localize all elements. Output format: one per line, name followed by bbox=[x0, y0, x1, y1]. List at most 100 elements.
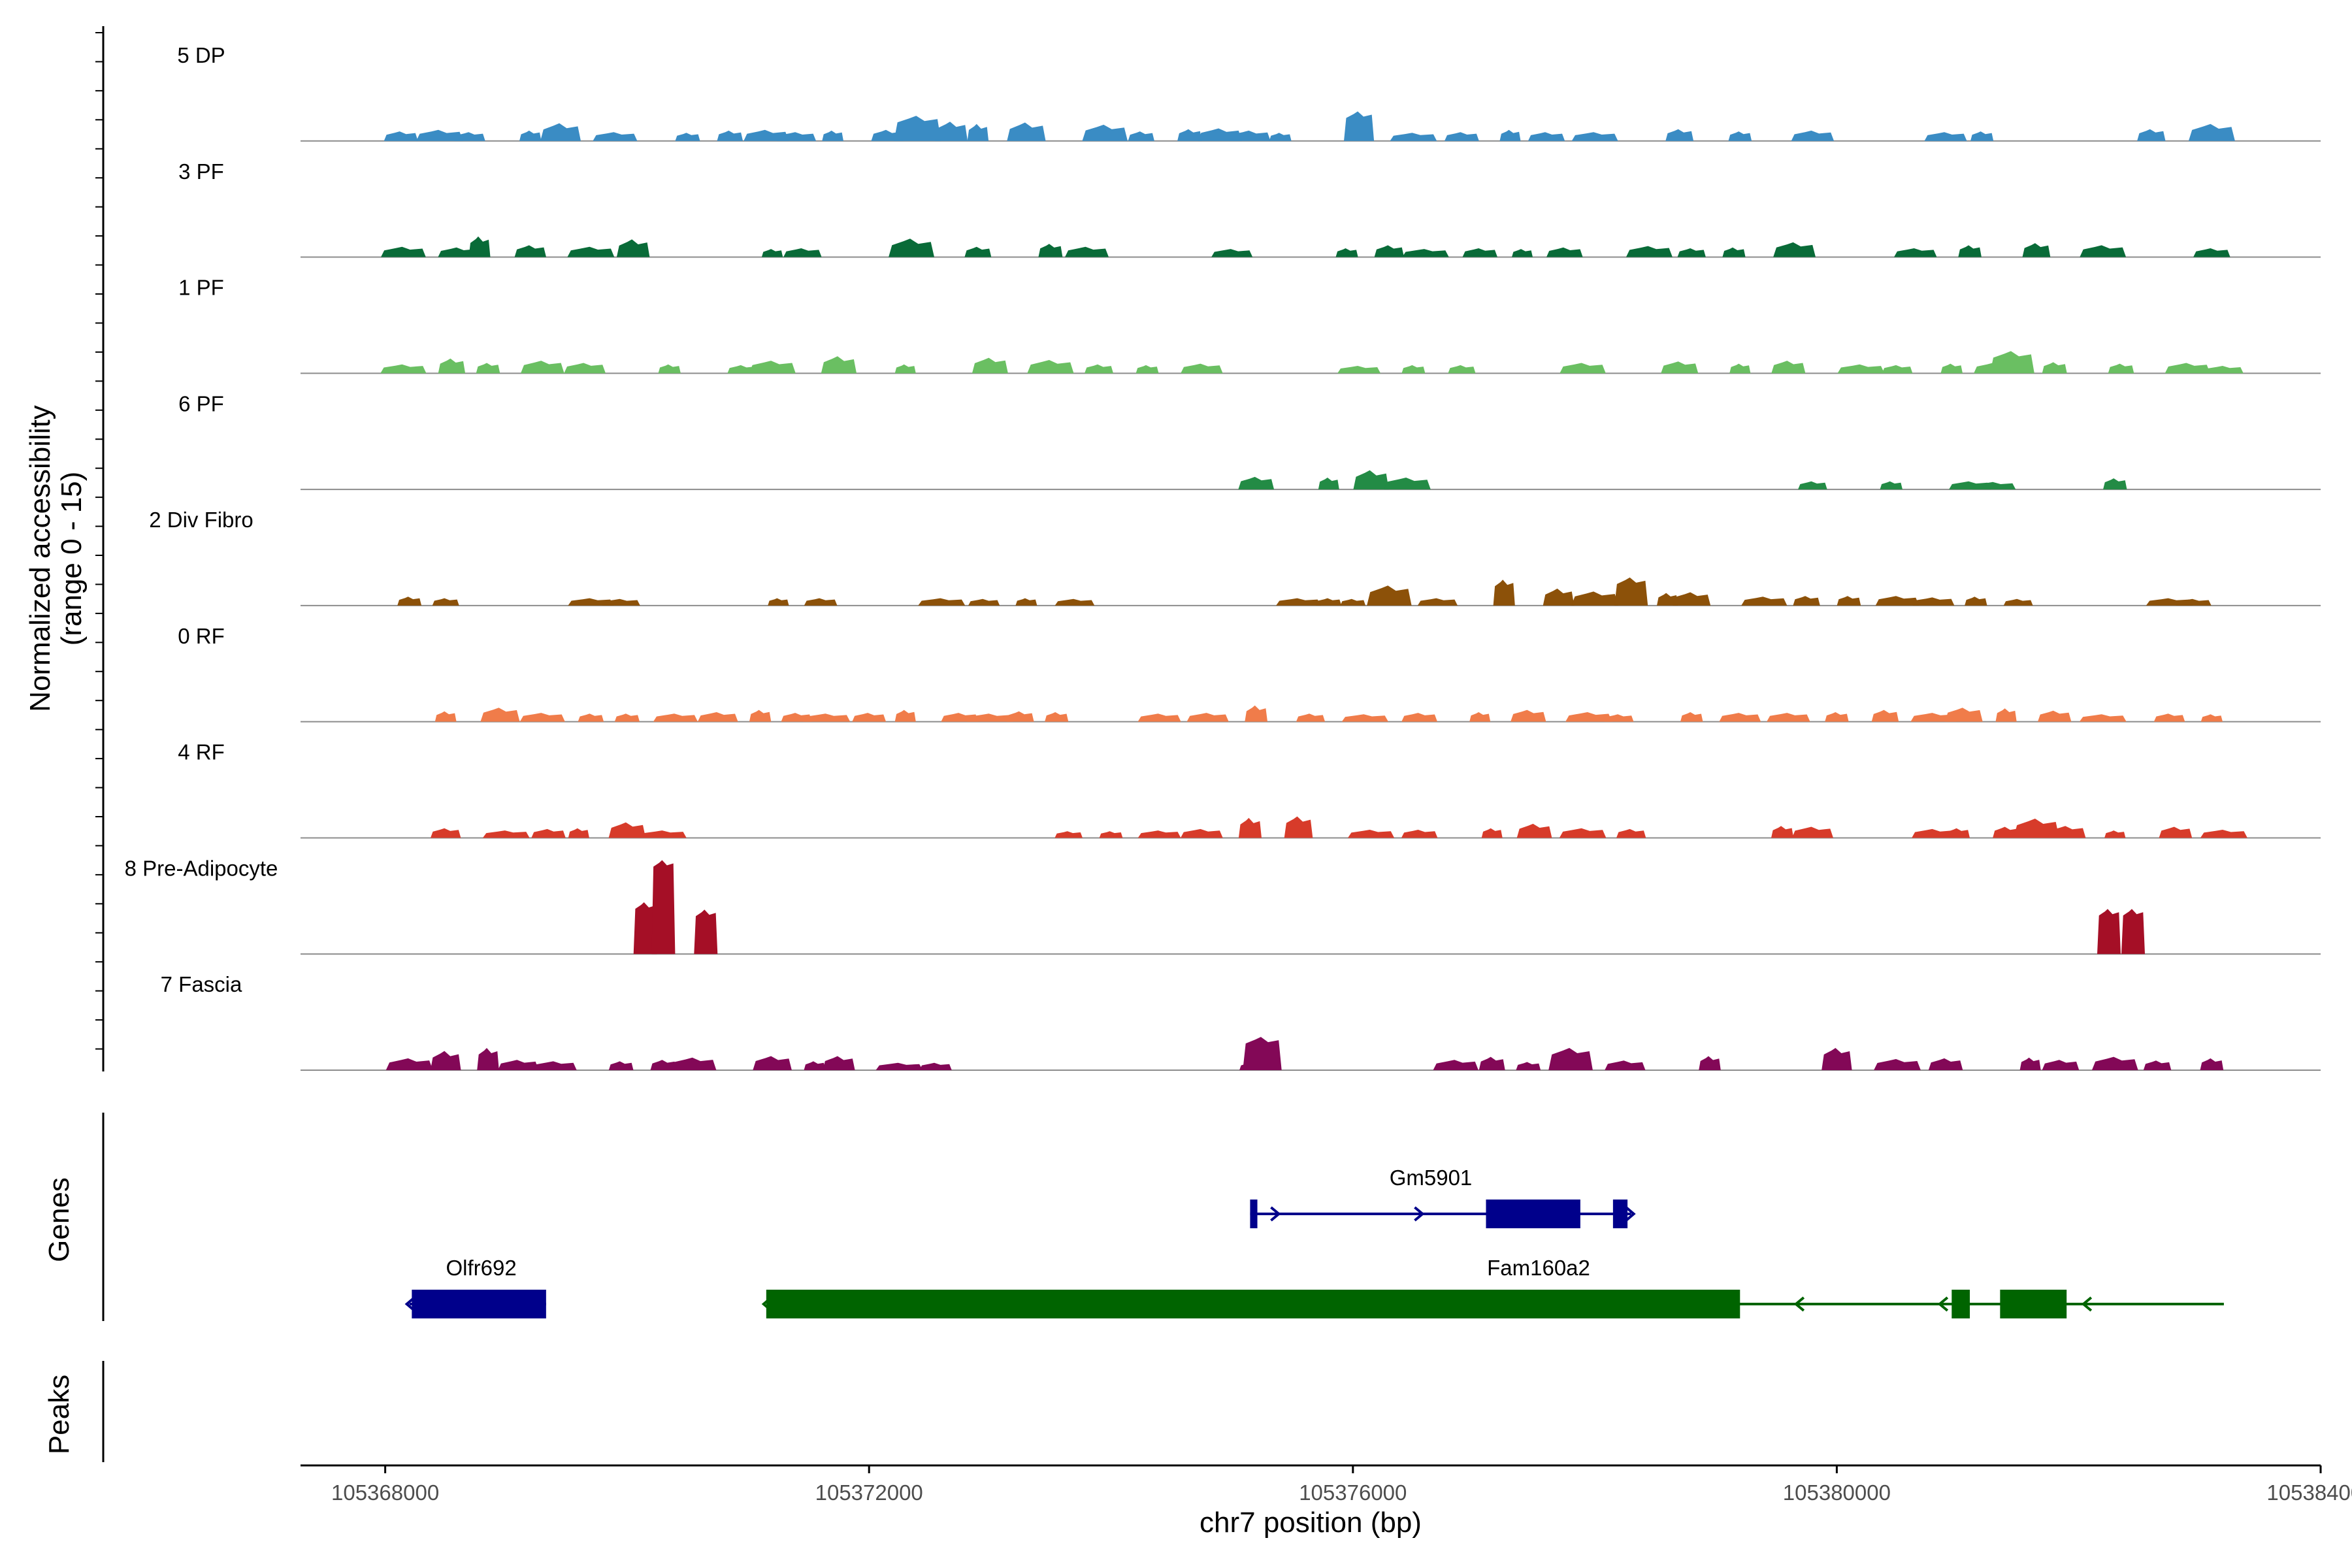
coverage-peak bbox=[2097, 909, 2121, 955]
coverage-peak bbox=[1433, 1060, 1478, 1070]
coverage-peak bbox=[1296, 713, 1326, 722]
coverage-peak bbox=[823, 1056, 855, 1070]
coverage-peak bbox=[1038, 244, 1063, 257]
coverage-peak bbox=[1512, 249, 1533, 257]
coverage-peak bbox=[968, 598, 1000, 606]
coverage-peak bbox=[1546, 247, 1583, 257]
coverage-peak bbox=[1054, 831, 1083, 838]
coverage-peak bbox=[1680, 712, 1703, 722]
coverage-peak bbox=[777, 132, 817, 141]
coverage-peak bbox=[1837, 364, 1885, 374]
gene-track: Gm5901 Olfr692 Fam160a2 bbox=[102, 1113, 2224, 1321]
gene-exon bbox=[2000, 1290, 2067, 1318]
coverage-peak bbox=[2022, 243, 2051, 257]
coverage-peak bbox=[568, 828, 589, 838]
coverage-peak bbox=[967, 123, 989, 141]
coverage-peak bbox=[1673, 592, 1711, 606]
coverage-peak bbox=[1181, 363, 1223, 374]
coverage-peak bbox=[804, 598, 838, 606]
coverage-peak bbox=[1340, 598, 1366, 606]
coverage-peak bbox=[2188, 123, 2235, 141]
coverage-peak bbox=[1367, 585, 1412, 606]
coverage-peak bbox=[918, 598, 966, 606]
coverage-peak bbox=[1665, 129, 1694, 141]
coverage-peak bbox=[1448, 365, 1476, 374]
coverage-peak bbox=[1965, 596, 1987, 606]
coverage-peak bbox=[1728, 131, 1752, 141]
coverage-peak bbox=[2204, 366, 2244, 374]
coverage-peak bbox=[1571, 591, 1619, 606]
y-axis-title: Normalized accessibility bbox=[24, 405, 56, 711]
coverage-peak bbox=[1469, 712, 1491, 722]
track-label: 8 Pre-Adipocyte bbox=[125, 856, 278, 880]
coverage-peak bbox=[1007, 122, 1046, 141]
coverage-peak bbox=[1238, 476, 1275, 490]
coverage-peak bbox=[1912, 828, 1955, 838]
coverage-peak bbox=[727, 365, 757, 374]
coverage-peak bbox=[1335, 248, 1358, 257]
coverage-peak bbox=[803, 713, 851, 722]
coverage-peak bbox=[1401, 830, 1438, 838]
track: 2 Div Fibro bbox=[149, 508, 2321, 606]
coverage-peak bbox=[1527, 132, 1565, 141]
coverage-peak bbox=[438, 247, 478, 257]
coverage-peak bbox=[1771, 826, 1794, 838]
coverage-tracks: 5 DP 3 PF 1 PF 6 PF 2 Div Fibro 0 RF 4 RF 8 Pre… bbox=[95, 26, 2321, 1071]
coverage-peak bbox=[2108, 363, 2134, 374]
coverage-peak bbox=[1198, 128, 1242, 141]
coverage-peak bbox=[1082, 124, 1128, 141]
genes-axis-title: Genes bbox=[43, 1177, 75, 1262]
track: 5 DP bbox=[177, 43, 2321, 142]
y-axis-range: (range 0 - 15) bbox=[56, 472, 88, 646]
coverage-peak bbox=[1699, 1056, 1721, 1070]
coverage-peak bbox=[498, 1060, 539, 1070]
coverage-peak bbox=[2193, 248, 2230, 257]
coverage-peak bbox=[1767, 713, 1810, 722]
coverage-peak bbox=[2013, 819, 2059, 838]
coverage-peak bbox=[1880, 481, 1903, 490]
coverage-peak bbox=[1995, 708, 2017, 722]
x-axis-title: chr7 position (bp) bbox=[1200, 1507, 1422, 1539]
coverage-peak bbox=[1516, 823, 1552, 838]
coverage-peak bbox=[434, 711, 457, 722]
coverage-peak bbox=[852, 713, 887, 722]
coverage-peak bbox=[1181, 828, 1223, 838]
coverage-peak bbox=[1946, 828, 1970, 838]
coverage-peak bbox=[454, 132, 485, 141]
coverage-peak bbox=[1940, 363, 1963, 374]
coverage-peak bbox=[568, 598, 614, 606]
gene-exon bbox=[1612, 1200, 1628, 1228]
coverage-peak bbox=[2200, 830, 2247, 838]
gene-label: Gm5901 bbox=[1390, 1166, 1473, 1190]
coverage-peak bbox=[1269, 133, 1292, 141]
coverage-peak bbox=[1741, 596, 1788, 606]
track-label: 3 PF bbox=[178, 159, 224, 184]
coverage-peak bbox=[1065, 246, 1109, 257]
coverage-peak bbox=[743, 129, 789, 141]
coverage-peak bbox=[540, 123, 581, 141]
coverage-peak bbox=[1238, 817, 1262, 838]
coverage-peak bbox=[1791, 826, 1833, 838]
coverage-peak bbox=[2042, 362, 2067, 374]
coverage-peak bbox=[650, 1060, 677, 1070]
coverage-peak bbox=[967, 713, 1013, 722]
coverage-peak bbox=[1910, 713, 1957, 722]
coverage-peak bbox=[1493, 580, 1515, 606]
strand-arrow-icon bbox=[1793, 1296, 1805, 1312]
coverage-peak bbox=[1401, 365, 1426, 374]
track: 3 PF bbox=[178, 159, 2321, 258]
coverage-peak bbox=[1316, 598, 1342, 606]
coverage-peak bbox=[476, 363, 500, 374]
coverage-peak bbox=[2048, 826, 2086, 838]
coverage-peak bbox=[1027, 360, 1074, 374]
coverage-peak bbox=[1661, 361, 1699, 374]
gene-exon bbox=[1250, 1200, 1258, 1228]
coverage-peak bbox=[1560, 363, 1606, 374]
x-tick-label: 105384000 bbox=[2266, 1480, 2352, 1505]
coverage-peak bbox=[697, 712, 738, 722]
coverage-peak bbox=[608, 1061, 634, 1070]
coverage-peak bbox=[578, 713, 604, 722]
coverage-peak bbox=[2091, 1056, 2138, 1070]
coverage-peak bbox=[1478, 1056, 1505, 1070]
coverage-peak bbox=[1344, 111, 1375, 141]
